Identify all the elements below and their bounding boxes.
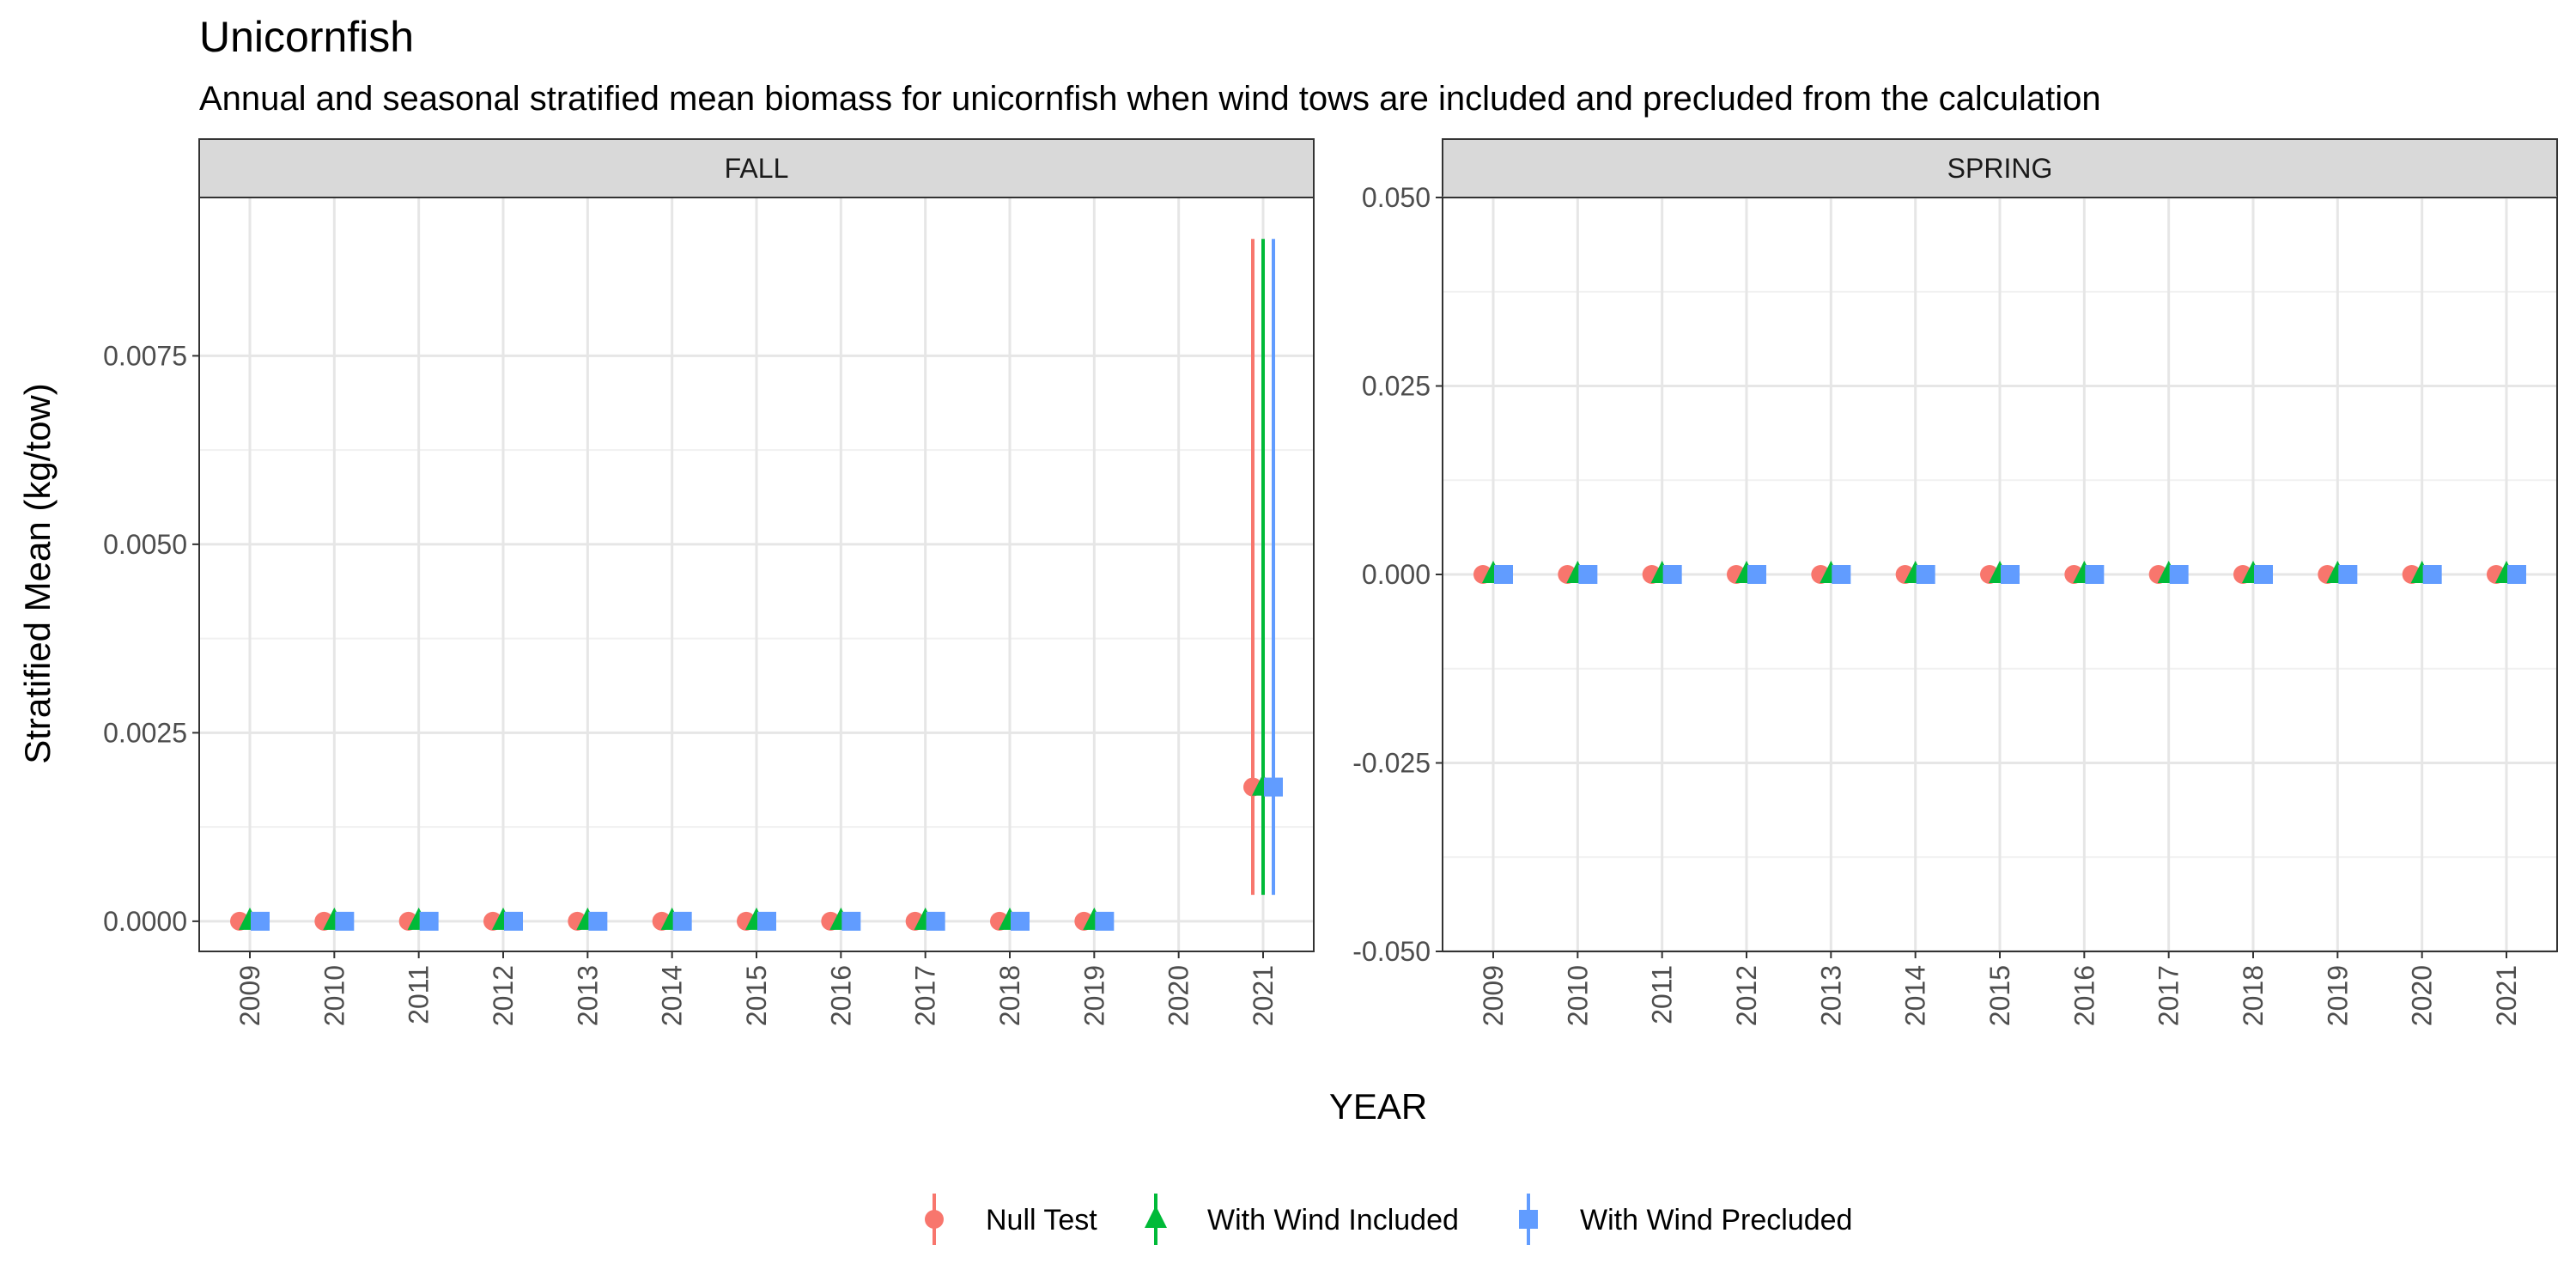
data-point — [1916, 565, 1935, 584]
x-tick-label: 2015 — [1984, 965, 2015, 1026]
chart-title: Unicornfish — [199, 13, 414, 61]
facet-panels: FALL 0.0000 0.0025 0.0050 0.0075 2009 2010 2011… — [103, 138, 2558, 1026]
x-tick-label: 2009 — [234, 965, 265, 1026]
panel-border — [1442, 197, 2558, 952]
x-tick-label: 2018 — [2238, 965, 2269, 1026]
legend-key-square — [1519, 1210, 1538, 1229]
y-axis-label: Stratified Mean (kg/tow) — [17, 383, 58, 764]
x-tick-label: 2013 — [1815, 965, 1846, 1026]
x-axis-label: YEAR — [1329, 1086, 1427, 1127]
data-point — [335, 911, 355, 931]
data-point — [1011, 911, 1030, 931]
data-point — [588, 911, 608, 931]
data-point — [2169, 565, 2189, 584]
chart-subtitle: Annual and seasonal stratified mean biom… — [199, 80, 2101, 118]
x-tick-label: 2021 — [1248, 965, 1279, 1026]
data-point — [1662, 565, 1682, 584]
x-tick-label: 2014 — [657, 965, 688, 1026]
data-point — [2001, 565, 2020, 584]
x-tick-label: 2020 — [2407, 965, 2438, 1026]
x-tick-label: 2010 — [1562, 965, 1593, 1026]
legend: Null Test With Wind Included With Wind Pre… — [925, 1194, 1852, 1245]
x-tick-label: 2015 — [741, 965, 772, 1026]
y-tick-label: 0.000 — [1362, 559, 1431, 590]
x-tick-label: 2020 — [1163, 965, 1194, 1026]
legend-key-triangle — [1145, 1206, 1167, 1228]
facet-strip — [1442, 138, 2558, 198]
data-point — [757, 911, 776, 931]
legend-key-circle — [925, 1210, 944, 1229]
legend-item: With Wind Included — [1145, 1194, 1459, 1245]
data-point — [1747, 565, 1766, 584]
data-point — [2422, 565, 2442, 584]
data-point — [251, 911, 270, 931]
facet-strip-label: SPRING — [1947, 153, 2053, 184]
x-tick-label: 2017 — [2154, 965, 2184, 1026]
x-tick-label: 2010 — [319, 965, 349, 1026]
facet-strip-label: FALL — [725, 153, 789, 184]
y-tick-label: -0.025 — [1352, 748, 1431, 779]
data-point — [504, 911, 523, 931]
x-tick-label: 2016 — [2069, 965, 2099, 1026]
x-tick-label: 2013 — [572, 965, 603, 1026]
x-tick-label: 2021 — [2491, 965, 2522, 1026]
x-tick-label: 2016 — [825, 965, 856, 1026]
x-tick-label: 2018 — [994, 965, 1025, 1026]
x-tick-label: 2009 — [1478, 965, 1509, 1026]
y-tick-label: 0.025 — [1362, 371, 1431, 402]
data-point — [2338, 565, 2358, 584]
panel-spring: SPRING -0.050 -0.025 0.000 0.025 0.050 2009 201… — [1352, 138, 2558, 1026]
legend-item: Null Test — [925, 1194, 1097, 1245]
y-tick-label: 0.0050 — [103, 529, 187, 560]
data-point — [926, 911, 945, 931]
panel-border — [198, 197, 1315, 952]
x-tick-label: 2012 — [488, 965, 519, 1026]
legend-label: Null Test — [986, 1204, 1097, 1236]
panel-fall: FALL 0.0000 0.0025 0.0050 0.0075 2009 2010 2011… — [103, 138, 1315, 1026]
data-point — [2507, 565, 2526, 584]
x-tick-label: 2012 — [1731, 965, 1762, 1026]
legend-item: With Wind Precluded — [1519, 1194, 1852, 1245]
data-point — [419, 911, 439, 931]
data-point — [2254, 565, 2273, 584]
y-tick-label: 0.0000 — [103, 906, 187, 937]
data-point — [1832, 565, 1851, 584]
data-point — [1578, 565, 1598, 584]
legend-label: With Wind Included — [1207, 1204, 1459, 1236]
x-tick-label: 2017 — [910, 965, 941, 1026]
y-tick-label: 0.0025 — [103, 717, 187, 748]
x-tick-label: 2019 — [2322, 965, 2353, 1026]
y-tick-label: -0.050 — [1352, 936, 1431, 967]
data-point — [672, 911, 692, 931]
data-point — [841, 911, 861, 931]
data-point — [1095, 911, 1115, 931]
data-point — [1264, 777, 1283, 797]
x-tick-label: 2011 — [404, 965, 434, 1024]
x-tick-label: 2014 — [1900, 965, 1931, 1026]
data-point — [1494, 565, 1513, 584]
data-point — [2085, 565, 2105, 584]
legend-label: With Wind Precluded — [1580, 1204, 1852, 1236]
facet-strip — [198, 138, 1315, 198]
y-tick-label: 0.0075 — [103, 340, 187, 371]
x-tick-label: 2011 — [1647, 965, 1678, 1024]
y-tick-label: 0.050 — [1362, 182, 1431, 213]
x-tick-label: 2019 — [1078, 965, 1109, 1026]
